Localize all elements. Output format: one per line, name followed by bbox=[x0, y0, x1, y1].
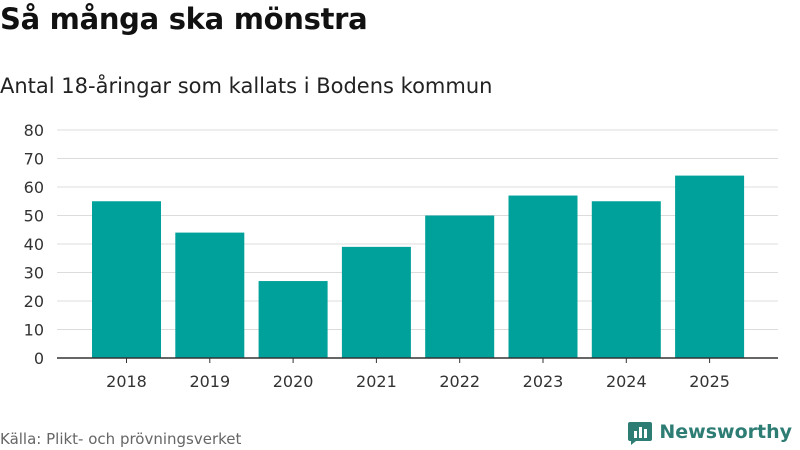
y-tick-label: 30 bbox=[24, 264, 44, 283]
bar bbox=[341, 246, 411, 358]
x-tick-label: 2023 bbox=[523, 372, 564, 391]
brand-name: Newsworthy bbox=[659, 421, 792, 443]
bar bbox=[591, 201, 661, 358]
x-tick-label: 2019 bbox=[189, 372, 230, 391]
x-tick-label: 2020 bbox=[273, 372, 314, 391]
bar-chart: 0 10 20 30 40 50 60 70 80 2018 2019 2020 2021 2022 202… bbox=[24, 121, 778, 391]
y-tick-label: 70 bbox=[24, 150, 44, 169]
y-tick-label: 40 bbox=[24, 235, 44, 254]
x-tick-label: 2022 bbox=[439, 372, 480, 391]
chart-subtitle: Antal 18-åringar som kallats i Bodens ko… bbox=[0, 74, 493, 98]
x-tick-label: 2021 bbox=[356, 372, 397, 391]
y-tick-label: 20 bbox=[24, 292, 44, 311]
y-tick-label: 10 bbox=[24, 321, 44, 340]
bar bbox=[258, 281, 328, 358]
bar bbox=[175, 232, 245, 358]
bar bbox=[92, 201, 161, 358]
chart-title: Så många ska mönstra bbox=[0, 2, 368, 36]
y-tick-label: 0 bbox=[34, 349, 44, 368]
x-tick-label: 2025 bbox=[689, 372, 730, 391]
source-note: Källa: Plikt- och prövningsverket bbox=[0, 430, 242, 448]
x-tick-label: 2018 bbox=[106, 372, 147, 391]
bar bbox=[675, 175, 745, 358]
x-tick-label: 2024 bbox=[606, 372, 647, 391]
bar bbox=[425, 215, 495, 358]
y-tick-label: 80 bbox=[24, 121, 44, 140]
y-tick-label: 50 bbox=[24, 207, 44, 226]
y-tick-label: 60 bbox=[24, 178, 44, 197]
brand-logo: Newsworthy bbox=[627, 419, 792, 445]
bar-chart-logo-icon bbox=[628, 422, 653, 445]
bar bbox=[508, 195, 578, 358]
